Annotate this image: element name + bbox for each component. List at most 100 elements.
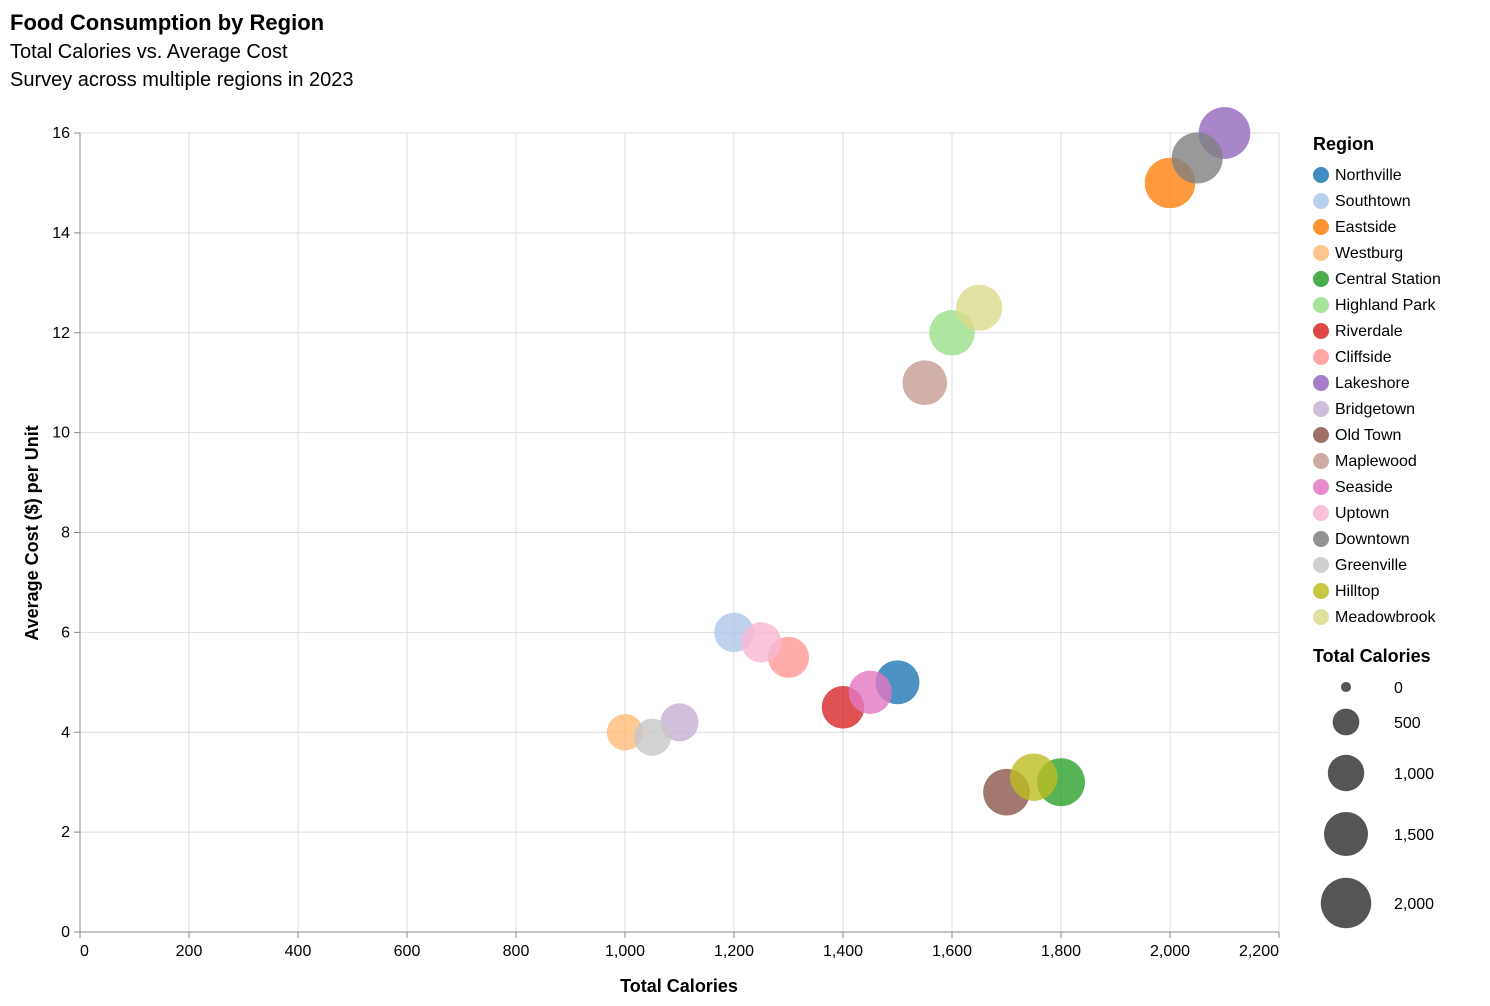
- legend-item-southtown[interactable]: Southtown: [1313, 193, 1411, 210]
- legend-swatch: [1313, 401, 1329, 417]
- legend-label: Riverdale: [1335, 323, 1403, 340]
- size-legend-item: 500: [1332, 708, 1421, 736]
- legend-item-downtown[interactable]: Downtown: [1313, 531, 1410, 548]
- legend-item-bridgetown[interactable]: Bridgetown: [1313, 401, 1415, 418]
- legend-item-seaside[interactable]: Seaside: [1313, 479, 1393, 496]
- legend-label: Downtown: [1335, 531, 1410, 548]
- y-tick-label: 8: [61, 525, 70, 542]
- legend-item-lakeshore[interactable]: Lakeshore: [1313, 375, 1410, 392]
- data-point-meadowbrook[interactable]: [956, 284, 1003, 331]
- x-axis-title: Total Calories: [620, 976, 738, 996]
- legend-item-meadowbrook[interactable]: Meadowbrook: [1313, 609, 1437, 626]
- legend-label: Meadowbrook: [1335, 609, 1437, 626]
- x-tick-label: 1,000: [605, 943, 645, 960]
- legend: Region Northville Southtown Eastside Westbu…: [1313, 134, 1441, 929]
- legend-label: Westburg: [1335, 245, 1403, 262]
- size-legend-label: 500: [1394, 715, 1421, 732]
- legend-swatch: [1313, 245, 1329, 261]
- y-tick-label: 10: [52, 425, 70, 442]
- legend-swatch: [1313, 453, 1329, 469]
- chart-subtitle-line-2: Survey across multiple regions in 2023: [10, 69, 354, 91]
- size-legend-label: 1,000: [1394, 766, 1434, 783]
- size-legend-item: 0: [1340, 680, 1403, 697]
- x-tick-label: 400: [285, 943, 312, 960]
- size-legend-circle: [1340, 681, 1352, 693]
- legend-label: Eastside: [1335, 219, 1396, 236]
- legend-swatch: [1313, 323, 1329, 339]
- legend-swatch: [1313, 583, 1329, 599]
- data-point-greenville[interactable]: [633, 718, 671, 756]
- legend-label: Central Station: [1335, 271, 1441, 288]
- data-point-westburg[interactable]: [606, 714, 644, 751]
- legend-label: Uptown: [1335, 505, 1389, 522]
- x-tick-label: 2,200: [1239, 943, 1279, 960]
- y-axis-title: Average Cost ($) per Unit: [22, 425, 42, 640]
- x-tick-label: 200: [176, 943, 203, 960]
- size-legend-label: 2,000: [1394, 896, 1434, 913]
- data-points: [606, 107, 1251, 816]
- x-tick-label: 1,200: [714, 943, 754, 960]
- data-point-downtown[interactable]: [1171, 132, 1223, 184]
- legend-swatch: [1313, 193, 1329, 209]
- x-tick-label: 1,600: [932, 943, 972, 960]
- size-legend-circle: [1320, 877, 1372, 929]
- legend-swatch: [1313, 505, 1329, 521]
- legend-swatch: [1313, 609, 1329, 625]
- legend-item-old-town[interactable]: Old Town: [1313, 427, 1401, 444]
- legend-label: Cliffside: [1335, 349, 1392, 366]
- size-legend-item: 2,000: [1320, 877, 1434, 929]
- y-tick-label: 12: [52, 325, 70, 342]
- legend-label: Northville: [1335, 167, 1402, 184]
- legend-item-cliffside[interactable]: Cliffside: [1313, 349, 1392, 366]
- color-legend-title: Region: [1313, 134, 1374, 154]
- legend-label: Seaside: [1335, 479, 1393, 496]
- legend-item-greenville[interactable]: Greenville: [1313, 557, 1407, 574]
- data-point-seaside[interactable]: [848, 670, 892, 714]
- gridlines: [79, 132, 1280, 933]
- legend-swatch: [1313, 297, 1329, 313]
- size-legend-label: 1,500: [1394, 827, 1434, 844]
- data-point-hilltop[interactable]: [1010, 753, 1058, 801]
- axes: 0 200 400 600 800 1,000 1,200 1,400 1,600 1,800 2,…: [52, 125, 1280, 960]
- y-tick-label: 6: [61, 624, 70, 641]
- legend-item-central-station[interactable]: Central Station: [1313, 271, 1441, 288]
- x-tick-label: 1,800: [1041, 943, 1081, 960]
- legend-swatch: [1313, 427, 1329, 443]
- data-point-uptown[interactable]: [741, 622, 782, 663]
- legend-swatch: [1313, 219, 1329, 235]
- legend-label: Lakeshore: [1335, 375, 1410, 392]
- legend-label: Greenville: [1335, 557, 1407, 574]
- legend-label: Highland Park: [1335, 297, 1437, 314]
- legend-item-maplewood[interactable]: Maplewood: [1313, 453, 1417, 470]
- size-legend-circle: [1332, 708, 1360, 736]
- x-tick-label: 2,000: [1150, 943, 1190, 960]
- legend-swatch: [1313, 557, 1329, 573]
- legend-swatch: [1313, 375, 1329, 391]
- legend-label: Bridgetown: [1335, 401, 1415, 418]
- legend-swatch: [1313, 349, 1329, 365]
- legend-item-northville[interactable]: Northville: [1313, 167, 1402, 184]
- legend-item-eastside[interactable]: Eastside: [1313, 219, 1396, 236]
- size-legend-label: 0: [1394, 680, 1403, 697]
- size-legend-circle: [1324, 812, 1368, 856]
- legend-swatch: [1313, 271, 1329, 287]
- legend-item-hilltop[interactable]: Hilltop: [1313, 583, 1380, 600]
- size-legend-circle: [1327, 754, 1365, 792]
- y-tick-label: 14: [52, 225, 70, 242]
- legend-item-uptown[interactable]: Uptown: [1313, 505, 1389, 522]
- data-point-maplewood[interactable]: [902, 360, 948, 406]
- legend-swatch: [1313, 479, 1329, 495]
- x-tick-label: 800: [503, 943, 530, 960]
- legend-label: Southtown: [1335, 193, 1411, 210]
- legend-item-westburg[interactable]: Westburg: [1313, 245, 1403, 262]
- legend-item-highland-park[interactable]: Highland Park: [1313, 297, 1437, 314]
- legend-item-riverdale[interactable]: Riverdale: [1313, 323, 1403, 340]
- x-tick-label: 0: [80, 943, 89, 960]
- legend-label: Old Town: [1335, 427, 1401, 444]
- x-tick-label: 600: [394, 943, 421, 960]
- legend-label: Maplewood: [1335, 453, 1417, 470]
- chart-title: Food Consumption by Region: [10, 10, 324, 35]
- legend-swatch: [1313, 167, 1329, 183]
- color-legend-items: Northville Southtown Eastside Westburg Centr…: [1313, 167, 1441, 626]
